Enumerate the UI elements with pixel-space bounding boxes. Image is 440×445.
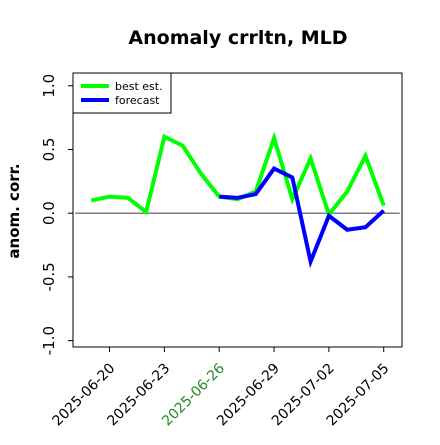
y-tick-label: 0.5 <box>40 138 58 162</box>
legend-label: best est. <box>115 80 163 93</box>
y-tick-label: 1.0 <box>40 74 58 98</box>
legend-label: forecast <box>115 94 160 107</box>
y-tick-label: 0.0 <box>40 201 58 225</box>
chart-title: Anomaly crrltn, MLD <box>128 27 347 49</box>
plot-frame <box>72 72 403 348</box>
y-axis-label: anom. corr. <box>5 163 23 258</box>
y-tick-label: -1.0 <box>40 326 58 355</box>
y-tick-label: -0.5 <box>40 262 58 291</box>
series-line-forecast <box>219 166 386 269</box>
legend-box <box>72 72 172 114</box>
